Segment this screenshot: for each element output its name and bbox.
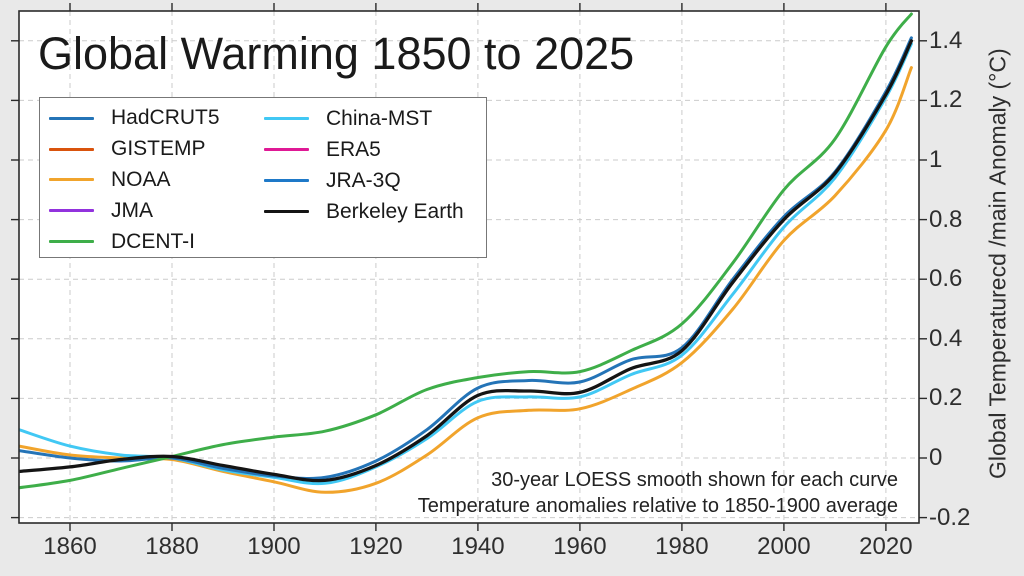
plot-area	[19, 11, 919, 523]
legend-label: China-MST	[326, 106, 433, 130]
y-tick-label: 1.2	[929, 86, 963, 114]
legend-column-2: China-MST ERA5 JRA-3Q Berkeley Earth	[264, 103, 486, 257]
legend-item: JMA	[49, 195, 264, 226]
annotation-line-2: Temperature anomalies relative to 1850-1…	[417, 495, 898, 517]
annotation-line-1: 30-year LOESS smooth shown for each curv…	[491, 469, 898, 491]
legend-label: GISTEMP	[111, 137, 206, 161]
y-tick-label: 1	[929, 146, 943, 173]
legend-item: ERA5	[264, 134, 486, 165]
legend-swatch-berkeley-earth	[264, 210, 309, 213]
x-tick-label: 1960	[553, 533, 607, 560]
legend-label: ERA5	[326, 137, 381, 161]
y-tick-label: -0.2	[929, 503, 971, 531]
legend-swatch-noaa	[49, 178, 94, 182]
y-tick-label: 0.8	[929, 205, 963, 233]
legend-label: DCENT-I	[111, 229, 195, 253]
x-tick-label: 1900	[247, 533, 301, 560]
legend-label: HadCRUT5	[111, 106, 220, 130]
plot-frame	[18, 10, 920, 524]
x-tick-label: 1980	[655, 533, 709, 560]
legend-label: JRA-3Q	[326, 168, 401, 192]
legend-swatch-gistemp	[49, 147, 94, 151]
x-tick-label: 1880	[145, 533, 199, 560]
legend-column-1: HadCRUT5 GISTEMP NOAA JMA DCENT-I	[49, 103, 264, 257]
legend-item: JRA-3Q	[264, 165, 486, 196]
legend-item: DCENT-I	[49, 226, 264, 257]
legend-swatch-hadcrut5	[49, 116, 94, 120]
legend-swatch-china-mst	[264, 117, 309, 120]
curves	[19, 12, 914, 494]
chart-title: Global Warming 1850 to 2025	[38, 28, 635, 79]
legend-label: NOAA	[111, 167, 171, 191]
x-tick-label: 1940	[451, 533, 505, 560]
chart-annotation: 30-year LOESS smooth shown for each curv…	[418, 467, 898, 519]
y-tick-label: 0	[929, 444, 943, 471]
x-tick-label: 2000	[757, 533, 811, 560]
legend-item: Berkeley Earth	[264, 196, 486, 227]
y-tick-label: 0.4	[929, 324, 963, 352]
legend: HadCRUT5 GISTEMP NOAA JMA DCENT-I China-MST E…	[39, 97, 487, 258]
y-tick-label: 1.4	[929, 26, 963, 54]
legend-swatch-jma	[49, 209, 94, 213]
legend-item: China-MST	[264, 103, 486, 134]
legend-item: GISTEMP	[49, 134, 264, 165]
y-tick-label: 0.2	[929, 384, 963, 412]
x-tick-label: 1860	[43, 533, 97, 560]
legend-label: Berkeley Earth	[326, 199, 464, 223]
y-tick-label: 0.6	[929, 265, 963, 293]
legend-swatch-dcent-i	[49, 240, 94, 244]
curve-berkeley-earth	[19, 39, 914, 483]
x-tick-label: 1920	[349, 533, 403, 560]
legend-swatch-era5	[264, 148, 309, 151]
x-tick-label: 2020	[859, 533, 913, 560]
y-axis-title: Global Temperaturecd /main Anomaly (°C)	[984, 48, 1011, 480]
axis-ticks	[11, 3, 927, 531]
legend-item: HadCRUT5	[49, 103, 264, 134]
legend-swatch-jra-3q	[264, 179, 309, 182]
legend-label: JMA	[111, 198, 153, 222]
legend-item: NOAA	[49, 165, 264, 196]
